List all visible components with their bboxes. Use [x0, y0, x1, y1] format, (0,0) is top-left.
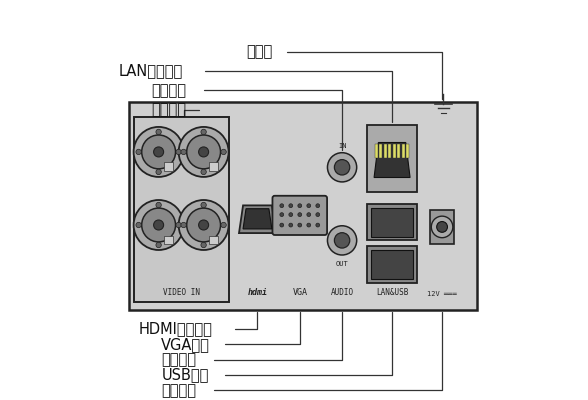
Circle shape	[133, 200, 183, 250]
Circle shape	[181, 222, 186, 228]
Circle shape	[328, 226, 357, 255]
Circle shape	[181, 149, 186, 155]
Circle shape	[280, 204, 283, 208]
Circle shape	[133, 127, 183, 177]
Circle shape	[201, 129, 206, 135]
Bar	[397, 144, 400, 158]
Bar	[135, 117, 229, 302]
Bar	[384, 144, 387, 158]
Circle shape	[298, 223, 302, 227]
Text: VIDEO IN: VIDEO IN	[163, 288, 200, 297]
Circle shape	[307, 204, 310, 208]
Text: 音频输出: 音频输出	[161, 352, 196, 367]
Circle shape	[187, 208, 220, 242]
Text: 12V ═══: 12V ═══	[427, 291, 457, 297]
Bar	[406, 144, 409, 158]
Circle shape	[328, 153, 357, 182]
Circle shape	[201, 242, 206, 248]
Circle shape	[298, 204, 302, 208]
Circle shape	[179, 200, 229, 250]
Text: OUT: OUT	[336, 261, 349, 267]
Bar	[209, 236, 218, 244]
Bar	[393, 144, 396, 158]
Text: 音频输入: 音频输入	[152, 83, 187, 98]
FancyBboxPatch shape	[272, 196, 327, 235]
Bar	[430, 210, 454, 244]
Bar	[367, 246, 417, 283]
Circle shape	[335, 233, 350, 248]
Circle shape	[156, 129, 161, 135]
Bar	[209, 162, 218, 171]
Text: VGA接口: VGA接口	[161, 337, 210, 352]
Circle shape	[187, 135, 220, 169]
Text: IN: IN	[338, 143, 346, 149]
Circle shape	[156, 169, 161, 175]
Circle shape	[156, 242, 161, 248]
Bar	[402, 144, 405, 158]
Polygon shape	[243, 209, 272, 229]
Circle shape	[201, 202, 206, 208]
Bar	[388, 144, 392, 158]
Circle shape	[307, 213, 310, 216]
Circle shape	[335, 160, 350, 175]
Bar	[375, 144, 377, 158]
Circle shape	[136, 222, 141, 228]
Circle shape	[280, 213, 283, 216]
Circle shape	[289, 223, 293, 227]
Circle shape	[316, 213, 320, 216]
Circle shape	[289, 213, 293, 216]
Circle shape	[298, 213, 302, 216]
Bar	[164, 236, 173, 244]
Circle shape	[307, 223, 310, 227]
Circle shape	[156, 202, 161, 208]
Circle shape	[199, 220, 209, 230]
Circle shape	[136, 149, 141, 155]
Bar	[129, 102, 477, 310]
Circle shape	[142, 208, 176, 242]
Circle shape	[179, 127, 229, 177]
Text: HDMI高清接口: HDMI高清接口	[138, 321, 212, 336]
Text: AUDIO: AUDIO	[330, 288, 353, 297]
Circle shape	[316, 223, 320, 227]
Circle shape	[316, 204, 320, 208]
Text: 电源输入: 电源输入	[161, 383, 196, 398]
Bar	[371, 208, 413, 236]
Circle shape	[432, 216, 453, 238]
Circle shape	[142, 135, 176, 169]
Polygon shape	[374, 142, 410, 178]
Text: LAN&USB: LAN&USB	[376, 288, 408, 297]
Circle shape	[280, 223, 283, 227]
Circle shape	[201, 169, 206, 175]
Text: VGA: VGA	[292, 288, 308, 297]
Text: LAN以太网口: LAN以太网口	[119, 64, 183, 79]
Circle shape	[437, 222, 447, 232]
Bar	[164, 162, 173, 171]
Text: hdmi: hdmi	[248, 288, 268, 297]
Circle shape	[176, 149, 181, 155]
Circle shape	[153, 220, 163, 230]
Text: USB接口: USB接口	[161, 368, 209, 382]
Circle shape	[153, 147, 163, 157]
Bar	[379, 144, 382, 158]
Circle shape	[221, 149, 226, 155]
Text: 接地端: 接地端	[246, 44, 272, 60]
Circle shape	[289, 204, 293, 208]
Polygon shape	[239, 205, 276, 233]
Text: 视频输入: 视频输入	[152, 102, 187, 117]
Bar	[367, 125, 417, 192]
Circle shape	[221, 222, 226, 228]
Bar	[367, 204, 417, 240]
Circle shape	[199, 147, 209, 157]
Bar	[371, 250, 413, 279]
Circle shape	[176, 222, 181, 228]
